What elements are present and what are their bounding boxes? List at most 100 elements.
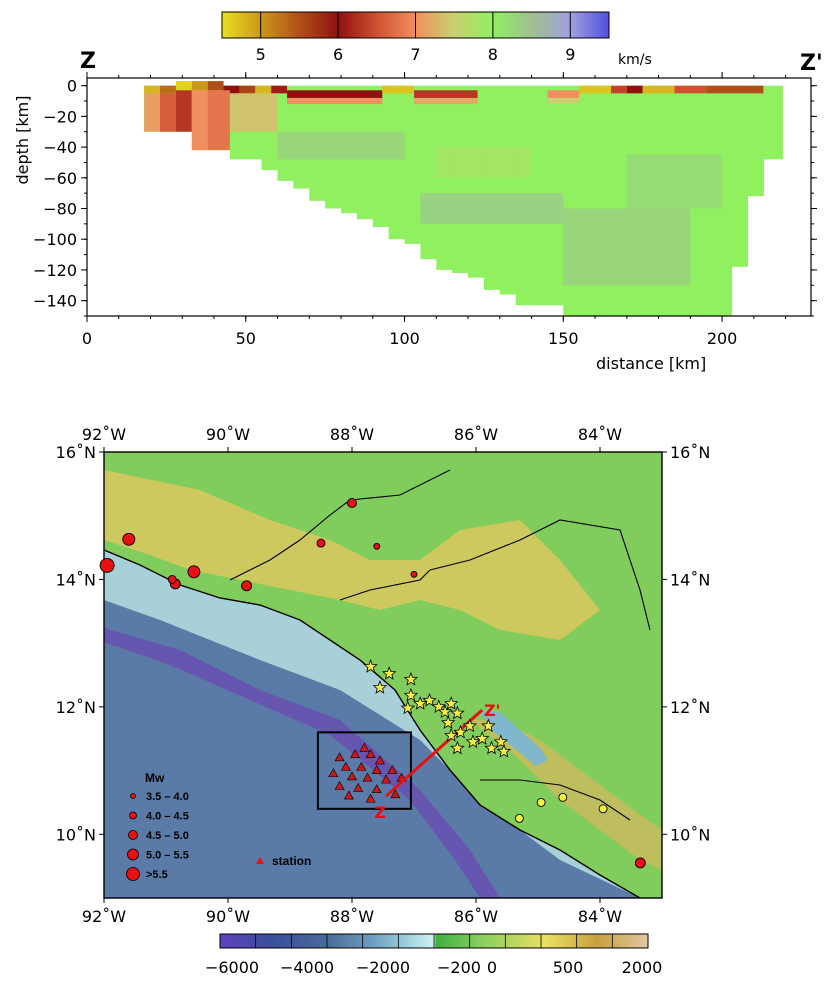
elevation-tick-label: −2000 <box>356 958 410 977</box>
velocity-cell <box>626 85 643 94</box>
station-array-box <box>316 731 412 810</box>
velocity-cell <box>414 90 478 98</box>
profile-start-label: Z <box>374 803 386 822</box>
velocity-cell <box>175 81 192 91</box>
x-tick-label: 50 <box>236 329 256 348</box>
star-marker <box>422 692 437 707</box>
velocity-colorbar-ticks: 5 6 7 8 9 <box>256 12 575 64</box>
earthquake-marker <box>373 542 381 550</box>
earthquake-marker <box>122 532 136 546</box>
velocity-tick-label: 7 <box>410 45 420 64</box>
station-marker <box>362 772 373 782</box>
lon-tick-label-bottom: 92˚W <box>82 907 126 926</box>
station-marker <box>350 749 361 758</box>
x-axis-title: distance [km] <box>596 354 706 373</box>
legend-circle <box>128 830 138 840</box>
y-tick-label: 0 <box>67 77 77 96</box>
station-marker <box>346 771 358 781</box>
velocity-cell <box>642 85 675 94</box>
station-marker <box>371 784 382 793</box>
lat-tick-label-left: 10˚N <box>56 825 96 844</box>
velocity-cell <box>547 90 580 98</box>
star-marker <box>450 740 465 755</box>
earthquake-marker <box>410 570 418 578</box>
station-marker <box>356 761 367 771</box>
border-line <box>480 779 631 821</box>
model-column <box>404 85 421 244</box>
velocity-tick-label: 8 <box>488 45 498 64</box>
highland-zone <box>104 470 600 640</box>
velocity-cell <box>207 81 224 91</box>
trench <box>104 628 500 898</box>
velocity-cell <box>287 90 383 98</box>
velocity-cell <box>191 81 208 91</box>
station-marker <box>343 790 354 800</box>
border-line <box>339 519 651 631</box>
star-marker <box>372 680 388 694</box>
legend-label: 4.5 – 5.0 <box>146 830 189 842</box>
lon-tick-label-bottom: 88˚W <box>330 907 374 926</box>
velocity-cell <box>277 131 405 160</box>
map-axes: 92˚W 92˚W 90˚W 90˚W 88˚W 88˚W 86˚W 86˚W 84˚W 84˚W… <box>56 425 711 926</box>
station-legend-icon <box>256 857 264 864</box>
station-marker <box>365 749 376 758</box>
model-column <box>731 85 748 267</box>
x-tick-label: 100 <box>389 329 420 348</box>
lat-tick-label-right: 14˚N <box>670 570 710 589</box>
velocity-unit-label: km/s <box>618 52 652 68</box>
star-marker <box>481 718 496 733</box>
legend-circle <box>127 848 139 861</box>
elevation-tick-label: 2000 <box>622 958 663 977</box>
coastline <box>104 549 641 898</box>
profile-left-label: Z <box>80 49 96 74</box>
star-marker <box>400 700 416 715</box>
velocity-cell <box>610 85 627 94</box>
earthquake-marker <box>99 557 115 573</box>
velocity-cell <box>706 85 764 94</box>
station-marker <box>328 768 339 778</box>
legend-circle <box>126 867 140 881</box>
velocity-cell <box>160 93 176 132</box>
velocity-cell <box>579 85 611 94</box>
section-axes: 0 50 100 150 200 0 −20 −40 −60 −80 −100 −120 −140 <box>33 72 817 348</box>
legend-label: 5.0 – 5.5 <box>146 850 189 862</box>
y-tick-label: −80 <box>43 200 77 219</box>
star-marker <box>403 687 419 702</box>
lake-nicaragua <box>478 710 548 766</box>
star-marker <box>440 715 456 729</box>
lon-tick-label-bottom: 90˚W <box>206 907 250 926</box>
velocity-cell <box>255 85 272 94</box>
legend-circle <box>130 793 136 799</box>
velocity-cell <box>287 97 383 105</box>
velocity-cell <box>239 85 256 94</box>
velocity-colorbar: 5 6 7 8 9 km/s <box>221 11 652 68</box>
elevation-colorbar-ticks: −6000 −4000 −2000 −200 0 500 2000 <box>205 934 662 977</box>
star-marker <box>412 696 428 710</box>
earthquake-marker <box>558 792 568 802</box>
elevation-tick-label: −6000 <box>205 958 259 977</box>
model-column <box>436 85 453 270</box>
earthquake-marker <box>241 580 253 592</box>
star-marker <box>453 724 468 739</box>
y-tick-label: −140 <box>33 292 77 311</box>
lon-tick-label-bottom: 86˚W <box>454 907 498 926</box>
velocity-cell <box>229 93 278 132</box>
velocity-cell <box>420 193 564 224</box>
velocity-model-section <box>144 81 783 316</box>
model-column <box>388 85 406 240</box>
star-marker <box>496 743 512 758</box>
earthquake-marker <box>536 797 546 807</box>
star-marker <box>403 671 419 686</box>
station-marker <box>381 774 392 784</box>
star-marker <box>437 704 453 719</box>
magnitude-legend: Mw 3.5 – 4.0 4.0 – 4.5 4.5 – 5.0 5.0 – 5.5 >… <box>126 771 311 881</box>
legend-title: Mw <box>145 771 165 785</box>
velocity-cell <box>144 85 161 94</box>
velocity-cell <box>271 85 288 94</box>
x-tick-label: 150 <box>548 329 579 348</box>
profile-end-label: Z' <box>484 701 501 720</box>
velocity-tick-label: 6 <box>333 45 343 64</box>
velocity-cell <box>223 85 240 94</box>
velocity-cell <box>144 93 161 132</box>
